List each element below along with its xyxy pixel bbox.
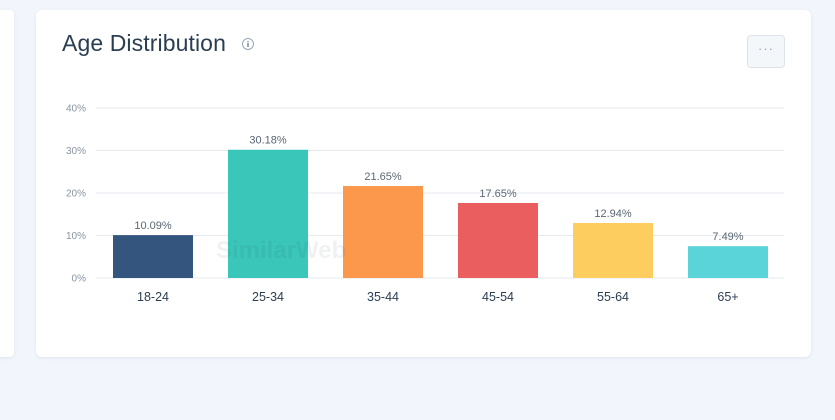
info-circle-icon[interactable] xyxy=(242,38,254,50)
data-label: 17.65% xyxy=(479,188,517,200)
bar-45-54[interactable] xyxy=(458,202,538,278)
x-tick-label: 18-24 xyxy=(137,290,169,304)
y-tick-label: 30% xyxy=(66,146,86,157)
data-label: 12.94% xyxy=(594,208,632,220)
y-tick-label: 10% xyxy=(66,231,86,242)
age-distribution-card: Age Distribution ··· 0% 10% 20% 30% 40% 10.09… xyxy=(36,10,811,357)
data-label: 21.65% xyxy=(364,171,402,183)
bar-65+[interactable] xyxy=(688,246,768,278)
y-tick-label: 40% xyxy=(66,104,86,115)
bar-35-44[interactable] xyxy=(343,185,423,278)
x-tick-label: 35-44 xyxy=(367,290,399,304)
watermark: SimilarWeb xyxy=(216,237,346,264)
bar-55-64[interactable] xyxy=(573,223,653,278)
bar-18-24[interactable] xyxy=(113,235,193,278)
x-tick-label: 45-54 xyxy=(482,290,514,304)
more-options-button[interactable]: ··· xyxy=(747,35,785,68)
data-label: 30.18% xyxy=(249,135,287,147)
age-distribution-chart: 0% 10% 20% 30% 40% 10.09% 18-24 30.18% 25-34 21.6… xyxy=(66,104,784,304)
data-label: 7.49% xyxy=(712,231,743,243)
bar-25-34[interactable] xyxy=(228,149,308,278)
y-tick-label: 0% xyxy=(72,274,87,285)
x-tick-label: 55-64 xyxy=(597,290,629,304)
x-tick-label: 65+ xyxy=(717,290,738,304)
adjacent-card xyxy=(0,10,14,357)
x-tick-label: 25-34 xyxy=(252,290,284,304)
y-tick-label: 20% xyxy=(66,189,86,200)
card-title: Age Distribution xyxy=(62,30,226,56)
data-label: 10.09% xyxy=(134,220,172,232)
